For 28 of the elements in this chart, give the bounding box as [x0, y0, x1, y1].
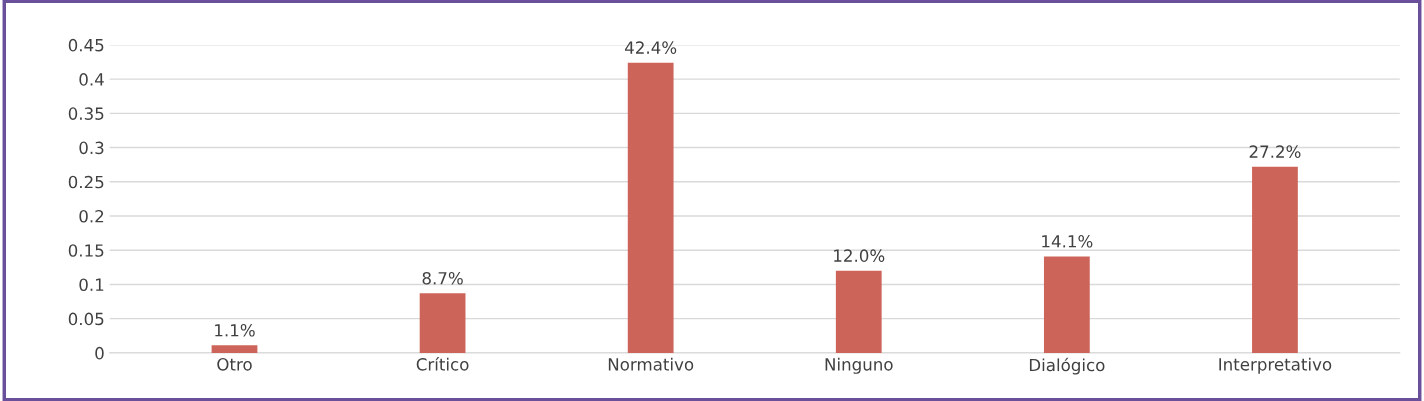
bar	[627, 62, 674, 353]
y-tick-label: 0.4	[79, 73, 104, 86]
bar	[419, 293, 466, 353]
y-tick-label: 0.25	[68, 175, 104, 189]
data-label: 42.4%	[625, 41, 677, 54]
y-tick-label: 0.2	[79, 209, 104, 223]
data-label: 8.7%	[422, 271, 463, 285]
data-label: 27.2%	[1249, 145, 1301, 158]
data-label: 1.1%	[215, 323, 255, 337]
x-tick-label: Ninguno	[825, 357, 893, 374]
y-tick-label: 0	[95, 346, 104, 360]
y-tick-label: 0.3	[79, 141, 104, 155]
y-tick-label: 0.45	[68, 38, 104, 52]
bar	[1043, 256, 1090, 353]
bar	[1252, 166, 1298, 353]
data-label: 14.1%	[1042, 234, 1093, 248]
data-label: 12.0%	[834, 249, 885, 262]
x-tick-label: Otro	[217, 358, 252, 371]
y-tick-label: 0.15	[68, 244, 104, 257]
x-tick-label: Crítico	[416, 357, 469, 371]
x-tick-label: Dialógico	[1029, 357, 1105, 375]
bar	[835, 270, 882, 353]
x-tick-label: Normativo	[608, 357, 694, 371]
y-tick-label: 0.35	[68, 107, 104, 120]
bar	[211, 345, 258, 353]
x-tick-label: Interpretativo	[1219, 357, 1332, 374]
y-tick-label: 0.05	[68, 312, 104, 326]
y-tick-label: 0.1	[79, 278, 104, 292]
